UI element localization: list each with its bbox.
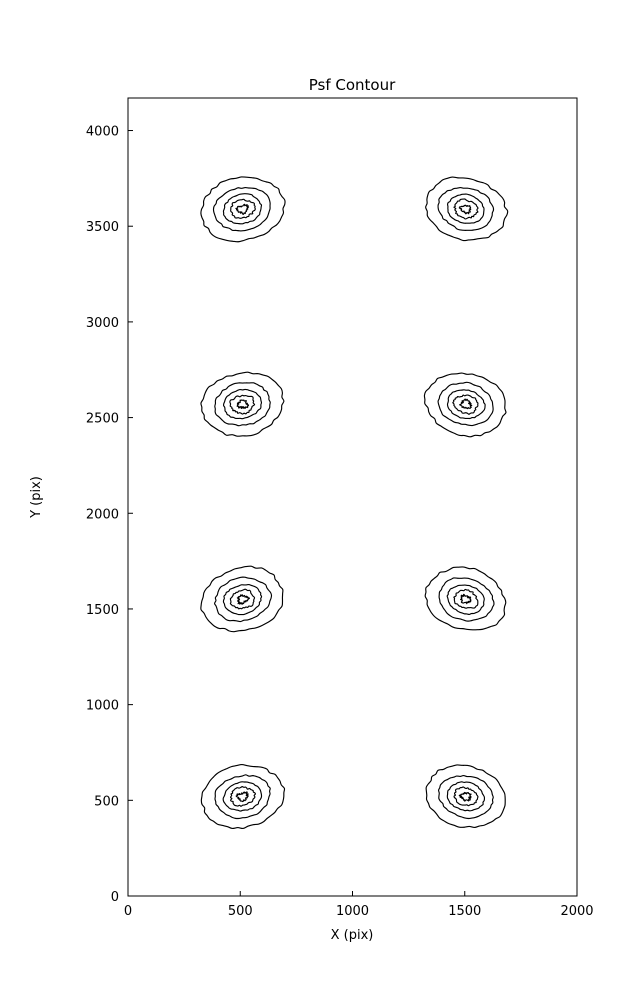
contour-level-2 — [212, 186, 271, 232]
y-axis-ticks — [128, 130, 133, 897]
x-tick-label: 0 — [124, 904, 132, 919]
contour-level-5 — [235, 791, 249, 803]
contour-level-2 — [213, 576, 273, 623]
x-tick-label: 1500 — [448, 904, 481, 919]
contour-level-3 — [222, 388, 263, 420]
contour-level-5 — [460, 593, 472, 605]
x-axis-ticks — [127, 891, 578, 896]
contour-level-4 — [452, 394, 479, 415]
contour-level-2 — [438, 775, 494, 820]
contour-level-5 — [236, 594, 250, 605]
x-tick-label: 1000 — [336, 904, 369, 919]
psf-r3-c1 — [200, 565, 284, 633]
y-tick-label: 1000 — [86, 699, 119, 714]
contour-level-1 — [200, 763, 286, 830]
psf-r2-c2 — [423, 372, 507, 438]
chart-title: Psf Contour — [309, 76, 396, 94]
contour-level-4 — [229, 588, 256, 610]
contour-level-3 — [446, 781, 486, 812]
contour-level-5 — [235, 203, 250, 215]
contour-level-3 — [222, 583, 263, 616]
contour-level-2 — [214, 382, 271, 427]
contour-level-3 — [446, 389, 486, 420]
y-axis-tick-labels: 0 500 1000 1500 2000 2500 3000 3500 4000 — [86, 125, 119, 905]
x-tick-label: 500 — [228, 904, 253, 919]
contour-level-3 — [222, 781, 263, 812]
contour-level-2 — [438, 577, 495, 622]
contour-level-5 — [458, 204, 472, 215]
contour-level-4 — [453, 786, 479, 807]
contour-level-3 — [222, 193, 263, 225]
contour-level-4 — [229, 394, 256, 415]
contour-level-4 — [230, 786, 256, 807]
contour-level-5 — [458, 791, 472, 802]
psf-r1-c1 — [200, 176, 286, 243]
y-tick-label: 1500 — [86, 603, 119, 618]
y-tick-label: 500 — [94, 794, 119, 809]
contour-level-3 — [446, 584, 485, 616]
y-tick-label: 4000 — [86, 125, 119, 140]
contour-level-1 — [425, 764, 506, 829]
contour-level-2 — [437, 381, 494, 427]
psf-r3-c2 — [424, 566, 507, 631]
y-tick-label: 3000 — [86, 316, 119, 331]
psf-r1-c2 — [425, 176, 509, 242]
psf-r2-c1 — [200, 371, 285, 437]
x-axis-tick-labels: 0 500 1000 1500 2000 — [124, 904, 594, 919]
contour-level-4 — [453, 588, 479, 609]
y-tick-label: 0 — [111, 890, 119, 905]
contour-level-4 — [230, 198, 256, 219]
contour-level-1 — [424, 566, 507, 631]
contour-level-3 — [447, 193, 485, 224]
contour-group — [200, 176, 509, 830]
x-tick-label: 2000 — [560, 904, 593, 919]
contour-level-5 — [236, 399, 250, 409]
psf-r4-c2 — [425, 764, 506, 829]
y-axis-label: Y (pix) — [29, 476, 44, 519]
contour-level-1 — [423, 372, 507, 438]
psf-r4-c1 — [200, 763, 286, 830]
contour-level-2 — [437, 186, 495, 231]
contour-level-1 — [200, 565, 284, 633]
y-tick-label: 2000 — [86, 507, 119, 522]
contour-level-4 — [453, 198, 479, 220]
y-tick-label: 3500 — [86, 220, 119, 235]
y-tick-label: 2500 — [86, 412, 119, 427]
x-axis-label: X (pix) — [331, 928, 374, 943]
contour-level-5 — [458, 398, 473, 410]
contour-level-1 — [200, 176, 286, 243]
contour-level-2 — [214, 774, 271, 820]
contour-level-1 — [425, 176, 509, 242]
contour-level-1 — [200, 371, 285, 437]
